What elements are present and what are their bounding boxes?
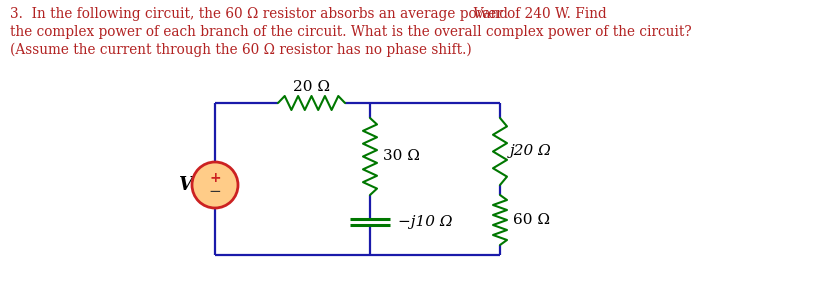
Text: 20 Ω: 20 Ω — [293, 80, 330, 94]
Text: 30 Ω: 30 Ω — [383, 150, 420, 164]
Text: +: + — [209, 171, 221, 185]
Text: −j10 Ω: −j10 Ω — [398, 215, 453, 229]
Circle shape — [192, 162, 238, 208]
Text: −: − — [208, 184, 222, 200]
Text: 60 Ω: 60 Ω — [513, 213, 550, 227]
Text: V: V — [472, 7, 482, 21]
Text: the complex power of each branch of the circuit. What is the overall complex pow: the complex power of each branch of the … — [10, 25, 691, 39]
Text: 3.  In the following circuit, the 60 Ω resistor absorbs an average power of 240 : 3. In the following circuit, the 60 Ω re… — [10, 7, 612, 21]
Text: (Assume the current through the 60 Ω resistor has no phase shift.): (Assume the current through the 60 Ω res… — [10, 43, 472, 57]
Text: V: V — [178, 176, 192, 194]
Text: and: and — [478, 7, 508, 21]
Text: j20 Ω: j20 Ω — [510, 144, 552, 158]
